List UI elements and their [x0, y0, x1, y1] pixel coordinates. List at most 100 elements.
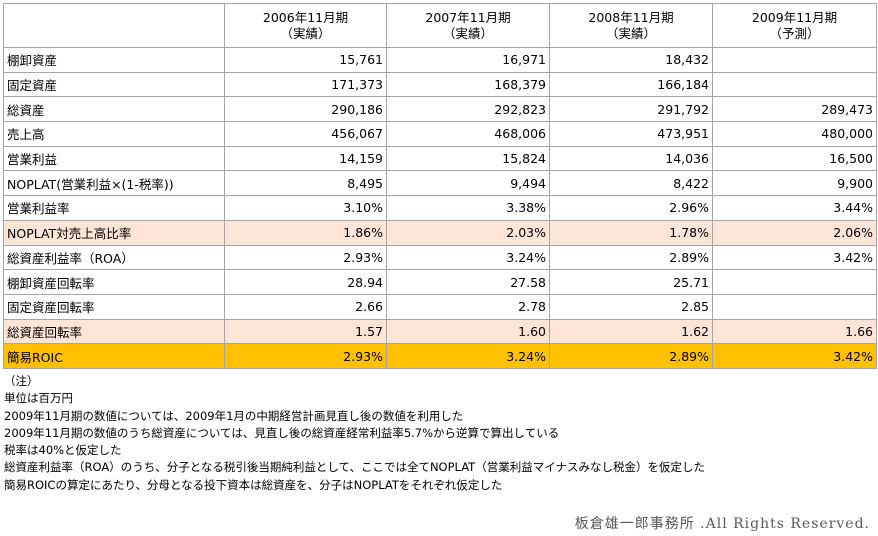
value-cell: 2.85 — [549, 293, 713, 320]
corner-cell — [3, 3, 225, 48]
note-line: 総資産利益率（ROA）のうち、分子となる税引後当期純利益として、ここでは全てNO… — [4, 460, 705, 475]
note-line: 2009年11月期の数値のうち総資産については、見直し後の総資産経常利益率5.7… — [4, 425, 560, 440]
data-table: 2006年11月期 （実績） 2007年11月期 （実績） 2008年11月期 （実績） 2… — [3, 3, 877, 369]
value-cell: 289,473 — [712, 96, 877, 123]
value-cell: 1.60 — [386, 318, 550, 345]
column-header: 2009年11月期 （予測） — [712, 3, 877, 48]
value-cell: 14,036 — [549, 145, 713, 172]
column-header: 2007年11月期 （実績） — [386, 3, 550, 48]
value-cell: 2.89% — [549, 343, 713, 369]
value-cell: 480,000 — [712, 121, 877, 147]
value-cell — [712, 71, 877, 98]
table-row: 総資産 290,186 292,823 291,792 289,473 — [3, 96, 877, 123]
value-cell: 1.62 — [549, 318, 713, 345]
value-cell: 3.44% — [712, 195, 877, 221]
value-cell: 3.24% — [386, 343, 550, 369]
notes: （注） 単位は百万円 2009年11月期の数値については、2009年1月の中期経営計… — [4, 373, 705, 494]
value-cell: 16,500 — [712, 145, 877, 172]
row-label: 総資産回転率 — [3, 318, 225, 345]
row-label: 棚卸資産回転率 — [3, 269, 225, 295]
column-header: 2008年11月期 （実績） — [549, 3, 713, 48]
value-cell: 15,824 — [386, 145, 550, 172]
table-row: 営業利益率 3.10% 3.38% 2.96% 3.44% — [3, 195, 877, 221]
row-label: NOPLAT(営業利益×(1-税率)) — [3, 170, 225, 197]
value-cell: 14,159 — [224, 145, 387, 172]
header-status: （実績） — [280, 25, 331, 41]
value-cell — [712, 269, 877, 295]
table-row: 総資産回転率 1.57 1.60 1.62 1.66 — [3, 318, 877, 345]
column-header: 2006年11月期 （実績） — [224, 3, 387, 48]
value-cell: 468,006 — [386, 121, 550, 147]
row-label: 固定資産 — [3, 71, 225, 98]
note-line: 単位は百万円 — [4, 391, 73, 406]
value-cell: 166,184 — [549, 71, 713, 98]
table-row: 固定資産 171,373 168,379 166,184 — [3, 71, 877, 98]
row-label: 営業利益率 — [3, 195, 225, 221]
table-row: NOPLAT(営業利益×(1-税率)) 8,495 9,494 8,422 9,900 — [3, 170, 877, 197]
table-row: 棚卸資産 15,761 16,971 18,432 — [3, 47, 877, 73]
value-cell: 456,067 — [224, 121, 387, 147]
header-period: 2007年11月期 — [425, 9, 511, 25]
value-cell: 2.93% — [224, 244, 387, 271]
value-cell: 3.38% — [386, 195, 550, 221]
value-cell: 3.24% — [386, 244, 550, 271]
value-cell: 2.89% — [549, 244, 713, 271]
header-status: （実績） — [605, 25, 656, 41]
value-cell: 18,432 — [549, 47, 713, 73]
value-cell: 3.10% — [224, 195, 387, 221]
row-label: NOPLAT対売上高比率 — [3, 219, 225, 246]
value-cell: 28.94 — [224, 269, 387, 295]
value-cell: 8,495 — [224, 170, 387, 197]
value-cell — [712, 293, 877, 320]
note-line: 税率は40%と仮定した — [4, 443, 122, 458]
note-line: （注） — [4, 374, 39, 388]
value-cell: 2.78 — [386, 293, 550, 320]
value-cell — [712, 47, 877, 73]
note-line: 簡易ROICの算定にあたり、分母となる投下資本は総資産を、分子はNOPLATをそ… — [4, 477, 503, 492]
value-cell: 9,900 — [712, 170, 877, 197]
table-row: 営業利益 14,159 15,824 14,036 16,500 — [3, 145, 877, 172]
value-cell: 2.66 — [224, 293, 387, 320]
header-status: （実績） — [442, 25, 493, 41]
value-cell: 2.03% — [386, 219, 550, 246]
copyright: 板倉雄一郎事務所 .All Rights Reserved. — [574, 516, 870, 532]
value-cell: 291,792 — [549, 96, 713, 123]
table-row: 総資産利益率（ROA） 2.93% 3.24% 2.89% 3.42% — [3, 244, 877, 271]
row-label: 簡易ROIC — [3, 343, 225, 369]
header-period: 2009年11月期 — [751, 9, 838, 25]
header-status: （予測） — [769, 25, 820, 41]
value-cell: 27.58 — [386, 269, 550, 295]
value-cell: 2.96% — [549, 195, 713, 221]
row-label: 営業利益 — [3, 145, 225, 172]
value-cell: 290,186 — [224, 96, 387, 123]
note-line: 2009年11月期の数値については、2009年1月の中期経営計画見直し後の数値を… — [4, 408, 464, 423]
value-cell: 1.57 — [224, 318, 387, 345]
header-row: 2006年11月期 （実績） 2007年11月期 （実績） 2008年11月期 （実績） 2… — [3, 3, 877, 48]
value-cell: 473,951 — [549, 121, 713, 147]
table-row: 売上高 456,067 468,006 473,951 480,000 — [3, 121, 877, 147]
value-cell: 2.06% — [712, 219, 877, 246]
row-label: 棚卸資産 — [3, 47, 225, 73]
value-cell: 168,379 — [386, 71, 550, 98]
table-row: 簡易ROIC 2.93% 3.24% 2.89% 3.42% — [3, 343, 877, 369]
value-cell: 2.93% — [224, 343, 387, 369]
value-cell: 8,422 — [549, 170, 713, 197]
value-cell: 171,373 — [224, 71, 387, 98]
table-row: NOPLAT対売上高比率 1.86% 2.03% 1.78% 2.06% — [3, 219, 877, 246]
row-label: 総資産利益率（ROA） — [3, 244, 225, 271]
row-label: 売上高 — [3, 121, 225, 147]
header-period: 2006年11月期 — [262, 9, 349, 25]
table-row: 固定資産回転率 2.66 2.78 2.85 — [3, 293, 877, 320]
table-row: 棚卸資産回転率 28.94 27.58 25.71 — [3, 269, 877, 295]
value-cell: 1.66 — [712, 318, 877, 345]
value-cell: 3.42% — [712, 343, 877, 369]
value-cell: 1.78% — [549, 219, 713, 246]
row-label: 固定資産回転率 — [3, 293, 225, 320]
value-cell: 1.86% — [224, 219, 387, 246]
value-cell: 3.42% — [712, 244, 877, 271]
value-cell: 16,971 — [386, 47, 550, 73]
value-cell: 15,761 — [224, 47, 387, 73]
value-cell: 292,823 — [386, 96, 550, 123]
header-period: 2008年11月期 — [588, 9, 674, 25]
